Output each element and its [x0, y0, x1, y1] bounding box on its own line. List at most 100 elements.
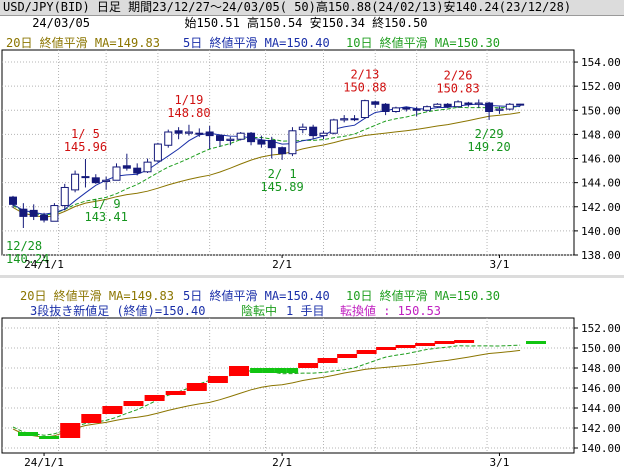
candle-body [485, 102, 494, 112]
brick [81, 414, 102, 423]
annotation-high-value: 145.96 [64, 140, 107, 154]
brick [18, 432, 38, 436]
candle-body [102, 179, 111, 182]
candle-body [298, 126, 307, 131]
candle-body [391, 107, 400, 113]
brick [229, 366, 249, 376]
candle-body [153, 143, 162, 162]
candle-body [195, 132, 204, 135]
candle-body [267, 139, 276, 149]
legend-ma20: 20日 終値平滑 MA=149.83 [6, 35, 160, 50]
candle-body [40, 214, 49, 221]
candle-body [50, 205, 59, 222]
candle-body [216, 135, 224, 141]
bottom-x-tick-label: 24/1/1 [24, 456, 64, 469]
candle-body [247, 132, 256, 143]
brick [123, 401, 144, 406]
brick [39, 436, 60, 439]
bottom-y-tick-label: 150.00 [581, 342, 621, 355]
candles [9, 99, 525, 228]
candle-body [319, 132, 328, 137]
candle-body [29, 209, 38, 217]
candle-body [309, 126, 318, 137]
candle-body [133, 167, 142, 174]
legend-ma5: 5日 終値平滑 MA=150.40 [183, 35, 330, 50]
chart-header: USD/JPY(BID) 日足 期間23/12/27～24/03/05( 50)… [0, 0, 624, 16]
bottom-y-tick-label: 148.00 [581, 362, 621, 375]
candle-body [464, 102, 473, 105]
brick [274, 368, 287, 373]
bottom-x-tick-label: 2/1 [272, 456, 292, 469]
bottom-plot-frame [1, 317, 575, 454]
top-moving-averages [12, 103, 521, 218]
bottom-y-tick-label: 142.00 [581, 422, 621, 435]
candle-body [122, 165, 131, 169]
annotation-low-value: 140.24 [6, 252, 49, 266]
top-y-tick-label: 140.00 [581, 225, 621, 238]
current-ohlc: 始150.51 高150.54 安150.34 終150.50 [184, 16, 428, 30]
three-line-break-panel: 20日 終値平滑 MA=149.83 5日 終値平滑 MA=150.40 10日… [1, 288, 621, 469]
top-y-tick-label: 154.00 [581, 56, 621, 69]
candle-body [81, 176, 90, 179]
annotation-low-date: 2/ 1 [268, 167, 297, 181]
top-y-tick-label: 152.00 [581, 80, 621, 93]
legend2-ma5: 5日 終値平滑 MA=150.40 [183, 288, 330, 303]
candle-body [516, 103, 525, 106]
annotation-high-date: 2/26 [444, 68, 473, 82]
top-y-ticks: 138.00 140.00 142.00 144.00 146.00 148.00 150.… [574, 56, 621, 262]
brick [286, 368, 299, 373]
brick [434, 341, 455, 344]
candle-body [236, 132, 245, 140]
annotation-low-date: 2/29 [475, 127, 504, 141]
candle-body [71, 173, 80, 191]
header-title: USD/JPY(BID) 日足 期間23/12/27～24/03/05( 50)… [3, 0, 572, 14]
candle-body [443, 103, 452, 108]
candle-body [505, 103, 514, 110]
annotation-high-value: 150.88 [343, 81, 386, 95]
candle-body [433, 103, 442, 108]
current-date: 24/03/05 [32, 16, 90, 30]
tlb-steps: 1 手目 [286, 304, 324, 318]
candle-body [454, 101, 463, 108]
panel-separator [0, 275, 624, 278]
annotation-high-value: 148.80 [167, 106, 210, 120]
brick [395, 345, 416, 348]
top-x-tick-label: 2/1 [272, 258, 292, 271]
candle-body [360, 100, 369, 119]
annotation-high-date: 1/ 5 [71, 127, 100, 141]
candle-body [412, 108, 421, 111]
legend2-ma20: 20日 終値平滑 MA=149.83 [20, 288, 174, 303]
top-y-tick-label: 146.00 [581, 153, 621, 166]
tlb-reversal: 転換値 : 150.53 [340, 303, 441, 318]
brick [207, 376, 228, 383]
top-y-tick-label: 144.00 [581, 177, 621, 190]
tlb-value: 3段抜き新値足 (終値)=150.40 [30, 303, 205, 318]
candle-body [9, 196, 17, 205]
brick [376, 347, 397, 350]
candle-body [474, 102, 483, 105]
brick [165, 391, 186, 395]
brick [298, 363, 319, 368]
candle-body [184, 131, 193, 134]
candle-body [350, 118, 359, 121]
bottom-y-tick-label: 144.00 [581, 402, 621, 415]
brick [102, 406, 123, 414]
annotation-low-value: 143.41 [84, 210, 127, 224]
brick [356, 350, 377, 354]
brick [186, 383, 207, 391]
top-x-ticks: 24/1/1 2/1 3/1 [24, 255, 509, 271]
annotation-high-date: 1/19 [174, 93, 203, 107]
candle-body [371, 101, 380, 105]
candle-body [402, 107, 411, 110]
candle-body [423, 106, 431, 111]
bottom-grid [2, 318, 574, 453]
candle-body [19, 208, 28, 217]
brick [337, 354, 358, 358]
bottom-y-tick-label: 146.00 [581, 382, 621, 395]
top-y-tick-label: 148.00 [581, 128, 621, 141]
candle-body [495, 108, 504, 111]
bottom-y-ticks: 140.00 142.00 144.00 146.00 148.00 150.00 152.… [574, 322, 621, 455]
top-y-tick-label: 138.00 [581, 249, 621, 262]
candle-body [112, 166, 121, 181]
